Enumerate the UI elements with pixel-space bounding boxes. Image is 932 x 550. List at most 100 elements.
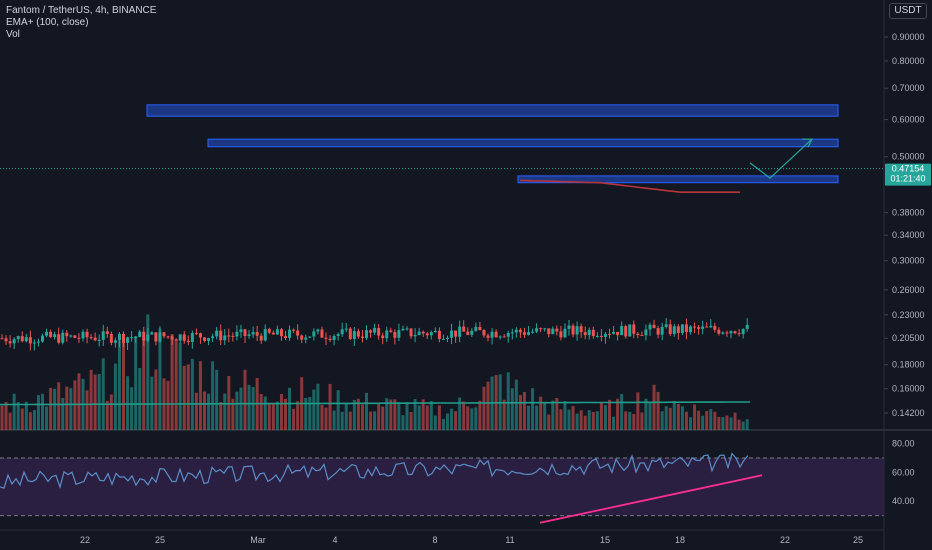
volume-bar	[89, 369, 93, 430]
candle-down	[381, 335, 385, 339]
candle-up	[223, 335, 227, 341]
volume-bar	[433, 415, 437, 430]
volume-bar	[709, 409, 713, 430]
volume-bar	[535, 405, 539, 430]
candle-up	[458, 326, 462, 337]
volume-bar	[247, 384, 251, 430]
candle-up	[101, 331, 105, 340]
candle-up	[567, 325, 571, 329]
volume-bar	[57, 382, 61, 430]
candle-down	[624, 326, 628, 337]
candle-up	[190, 332, 194, 343]
candle-up	[644, 329, 648, 336]
candle-up	[247, 334, 251, 336]
ema-legend[interactable]: EMA+ (100, close)	[6, 17, 89, 28]
volume-bar	[721, 417, 725, 430]
candle-down	[320, 329, 324, 338]
candle-up	[648, 324, 652, 330]
time-axis[interactable]: 22 25 Mar 4 8 11 15 18 22 25	[80, 535, 863, 545]
volume-bar	[308, 397, 312, 430]
volume-bar	[8, 412, 12, 430]
volume-bar	[555, 398, 559, 430]
candle-down	[348, 328, 352, 340]
volume-bar	[365, 392, 368, 430]
candle-down	[73, 335, 77, 338]
volume-bar	[547, 414, 551, 430]
volume-bar	[599, 402, 603, 430]
volume-bar	[425, 405, 429, 430]
candle-up	[551, 328, 555, 335]
candle-down	[539, 328, 543, 330]
volume-bar	[652, 384, 656, 430]
volume-bar	[680, 406, 684, 430]
volume-bar	[85, 390, 89, 430]
candle-down	[640, 335, 644, 337]
candle-up	[134, 336, 138, 338]
candle-down	[356, 331, 360, 337]
candle-up	[612, 331, 616, 334]
volume-bar	[324, 407, 328, 430]
candle-up	[603, 333, 607, 337]
volume-bar	[701, 415, 705, 430]
volume-bar	[559, 409, 563, 430]
volume-bar	[543, 402, 547, 430]
candle-up	[745, 324, 749, 329]
candle-down	[636, 333, 640, 336]
volume-bar	[32, 410, 36, 430]
volume-bar	[409, 411, 413, 430]
candle-up	[620, 326, 624, 336]
candle-down	[478, 326, 482, 331]
candle-up	[721, 332, 725, 334]
volume-bar	[571, 406, 575, 430]
price-tick-label: 0.38000	[892, 208, 925, 218]
volume-bar	[510, 388, 514, 430]
volume-bar	[462, 401, 466, 430]
volume-bar	[393, 399, 397, 430]
currency-button[interactable]: USDT	[889, 3, 927, 19]
volume-bar	[725, 415, 729, 430]
candle-down	[166, 336, 170, 338]
price-scale[interactable]: 0.90000 0.80000 0.70000 0.60000 0.50000 0.380…	[884, 32, 925, 418]
volume-bar	[113, 363, 117, 430]
candle-down	[725, 332, 729, 334]
volume-bar	[194, 392, 198, 430]
volume-bar	[16, 402, 20, 430]
volume-bar	[676, 403, 680, 430]
rsi-scale[interactable]: 80.00 60.00 40.00	[892, 439, 915, 507]
time-tick-label: 22	[80, 535, 90, 545]
candle-up	[36, 341, 40, 343]
candle-down	[243, 329, 247, 336]
candle-down	[466, 331, 470, 335]
volume-bar	[717, 416, 721, 430]
price-tick-label: 0.14200	[892, 408, 925, 418]
candle-up	[441, 338, 445, 340]
volume-bar	[446, 413, 449, 430]
volume-bar	[551, 400, 555, 430]
candle-down	[186, 340, 190, 343]
candle-down	[652, 324, 656, 329]
candle-up	[308, 336, 312, 338]
volume-bar	[170, 334, 174, 430]
symbol-title[interactable]: Fantom / TetherUS, 4h, BINANCE	[6, 5, 157, 16]
candle-down	[89, 337, 93, 339]
candle-up	[158, 332, 162, 342]
volume-bar	[296, 401, 300, 430]
candle-up	[53, 334, 57, 338]
volume-bar	[93, 374, 97, 430]
volume-bar	[632, 414, 636, 430]
volume-bar	[292, 408, 296, 430]
candle-up	[81, 331, 85, 339]
candle-up	[514, 329, 518, 333]
volume-bar	[182, 365, 186, 430]
candle-down	[389, 330, 393, 333]
candle-down	[271, 332, 275, 335]
volume-bar	[166, 380, 170, 430]
volume-bar	[441, 418, 445, 430]
candle-up	[741, 328, 745, 335]
volume-legend[interactable]: Vol	[6, 29, 20, 40]
candle-down	[705, 326, 709, 328]
volume-bar	[316, 383, 320, 430]
candle-down	[49, 331, 53, 338]
candle-up	[178, 334, 182, 341]
